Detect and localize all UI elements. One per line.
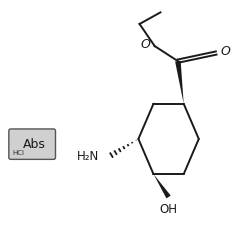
FancyBboxPatch shape xyxy=(9,129,55,159)
Text: OH: OH xyxy=(160,203,178,216)
Polygon shape xyxy=(153,174,171,199)
Text: Abs: Abs xyxy=(23,138,46,151)
Text: HCl: HCl xyxy=(12,150,24,156)
Text: O: O xyxy=(141,38,150,51)
Text: H₂N: H₂N xyxy=(77,150,99,163)
Polygon shape xyxy=(175,61,184,104)
Text: O: O xyxy=(220,45,230,58)
